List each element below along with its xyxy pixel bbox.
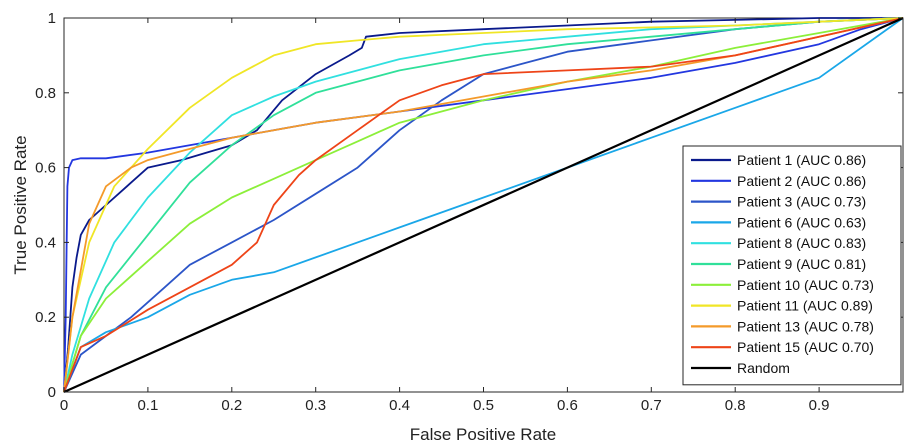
x-tick-label: 0.1	[137, 397, 158, 414]
y-tick-label: 0	[48, 384, 56, 401]
series-line-patient-15	[63, 17, 904, 393]
legend-label-patient-11: Patient 11 (AUC 0.89)	[737, 298, 873, 314]
x-tick-label: 0.5	[473, 397, 494, 414]
y-axis-label: True Positive Rate	[11, 135, 30, 274]
legend: Patient 1 (AUC 0.86) Patient 2 (AUC 0.86)…	[682, 145, 902, 386]
legend-box	[682, 145, 902, 386]
legend-label-patient-8: Patient 8 (AUC 0.83)	[737, 235, 866, 251]
legend-label-patient-9: Patient 9 (AUC 0.81)	[737, 256, 866, 272]
legend-label-patient-3: Patient 3 (AUC 0.73)	[737, 194, 866, 210]
series-line-patient-10	[63, 17, 904, 393]
y-tick-label: 1	[48, 10, 56, 27]
x-tick-label: 0.4	[389, 397, 410, 414]
series-line-patient-3	[63, 17, 904, 393]
y-tick-label: 0.8	[35, 85, 56, 102]
series-line-patient-13	[63, 17, 904, 393]
legend-label-random: Random	[737, 360, 790, 376]
x-tick-label: 0.8	[725, 397, 746, 414]
legend-label-patient-2: Patient 2 (AUC 0.86)	[737, 173, 866, 189]
series-line-patient-1	[63, 17, 903, 393]
x-tick-label: 0.9	[809, 397, 830, 414]
x-tick-label: 0	[60, 397, 68, 414]
legend-label-patient-1: Patient 1 (AUC 0.86)	[737, 152, 866, 168]
y-tick-label: 0.4	[35, 234, 56, 251]
legend-label-patient-15: Patient 15 (AUC 0.70)	[737, 339, 874, 355]
series-line-random	[63, 16, 904, 394]
ticks-layer: 0 0.1 0.2 0.3 0.4 0.5 0.6 0.7 0.8 0.9 0 0.2 0.4 0.6 0.…	[35, 10, 903, 414]
series-line-patient-9	[63, 17, 904, 393]
x-tick-label: 0.6	[557, 397, 578, 414]
y-tick-label: 0.6	[35, 160, 56, 177]
x-tick-label: 0.2	[221, 397, 242, 414]
x-tick-label: 0.3	[305, 397, 326, 414]
legend-label-patient-6: Patient 6 (AUC 0.63)	[737, 214, 866, 230]
legend-label-patient-13: Patient 13 (AUC 0.78)	[737, 318, 874, 334]
series-layer	[63, 16, 904, 394]
series-line-patient-11	[63, 17, 904, 393]
y-tick-label: 0.2	[35, 309, 56, 326]
x-axis-label: False Positive Rate	[410, 425, 556, 444]
x-tick-label: 0.7	[641, 397, 662, 414]
legend-label-patient-10: Patient 10 (AUC 0.73)	[737, 277, 874, 293]
